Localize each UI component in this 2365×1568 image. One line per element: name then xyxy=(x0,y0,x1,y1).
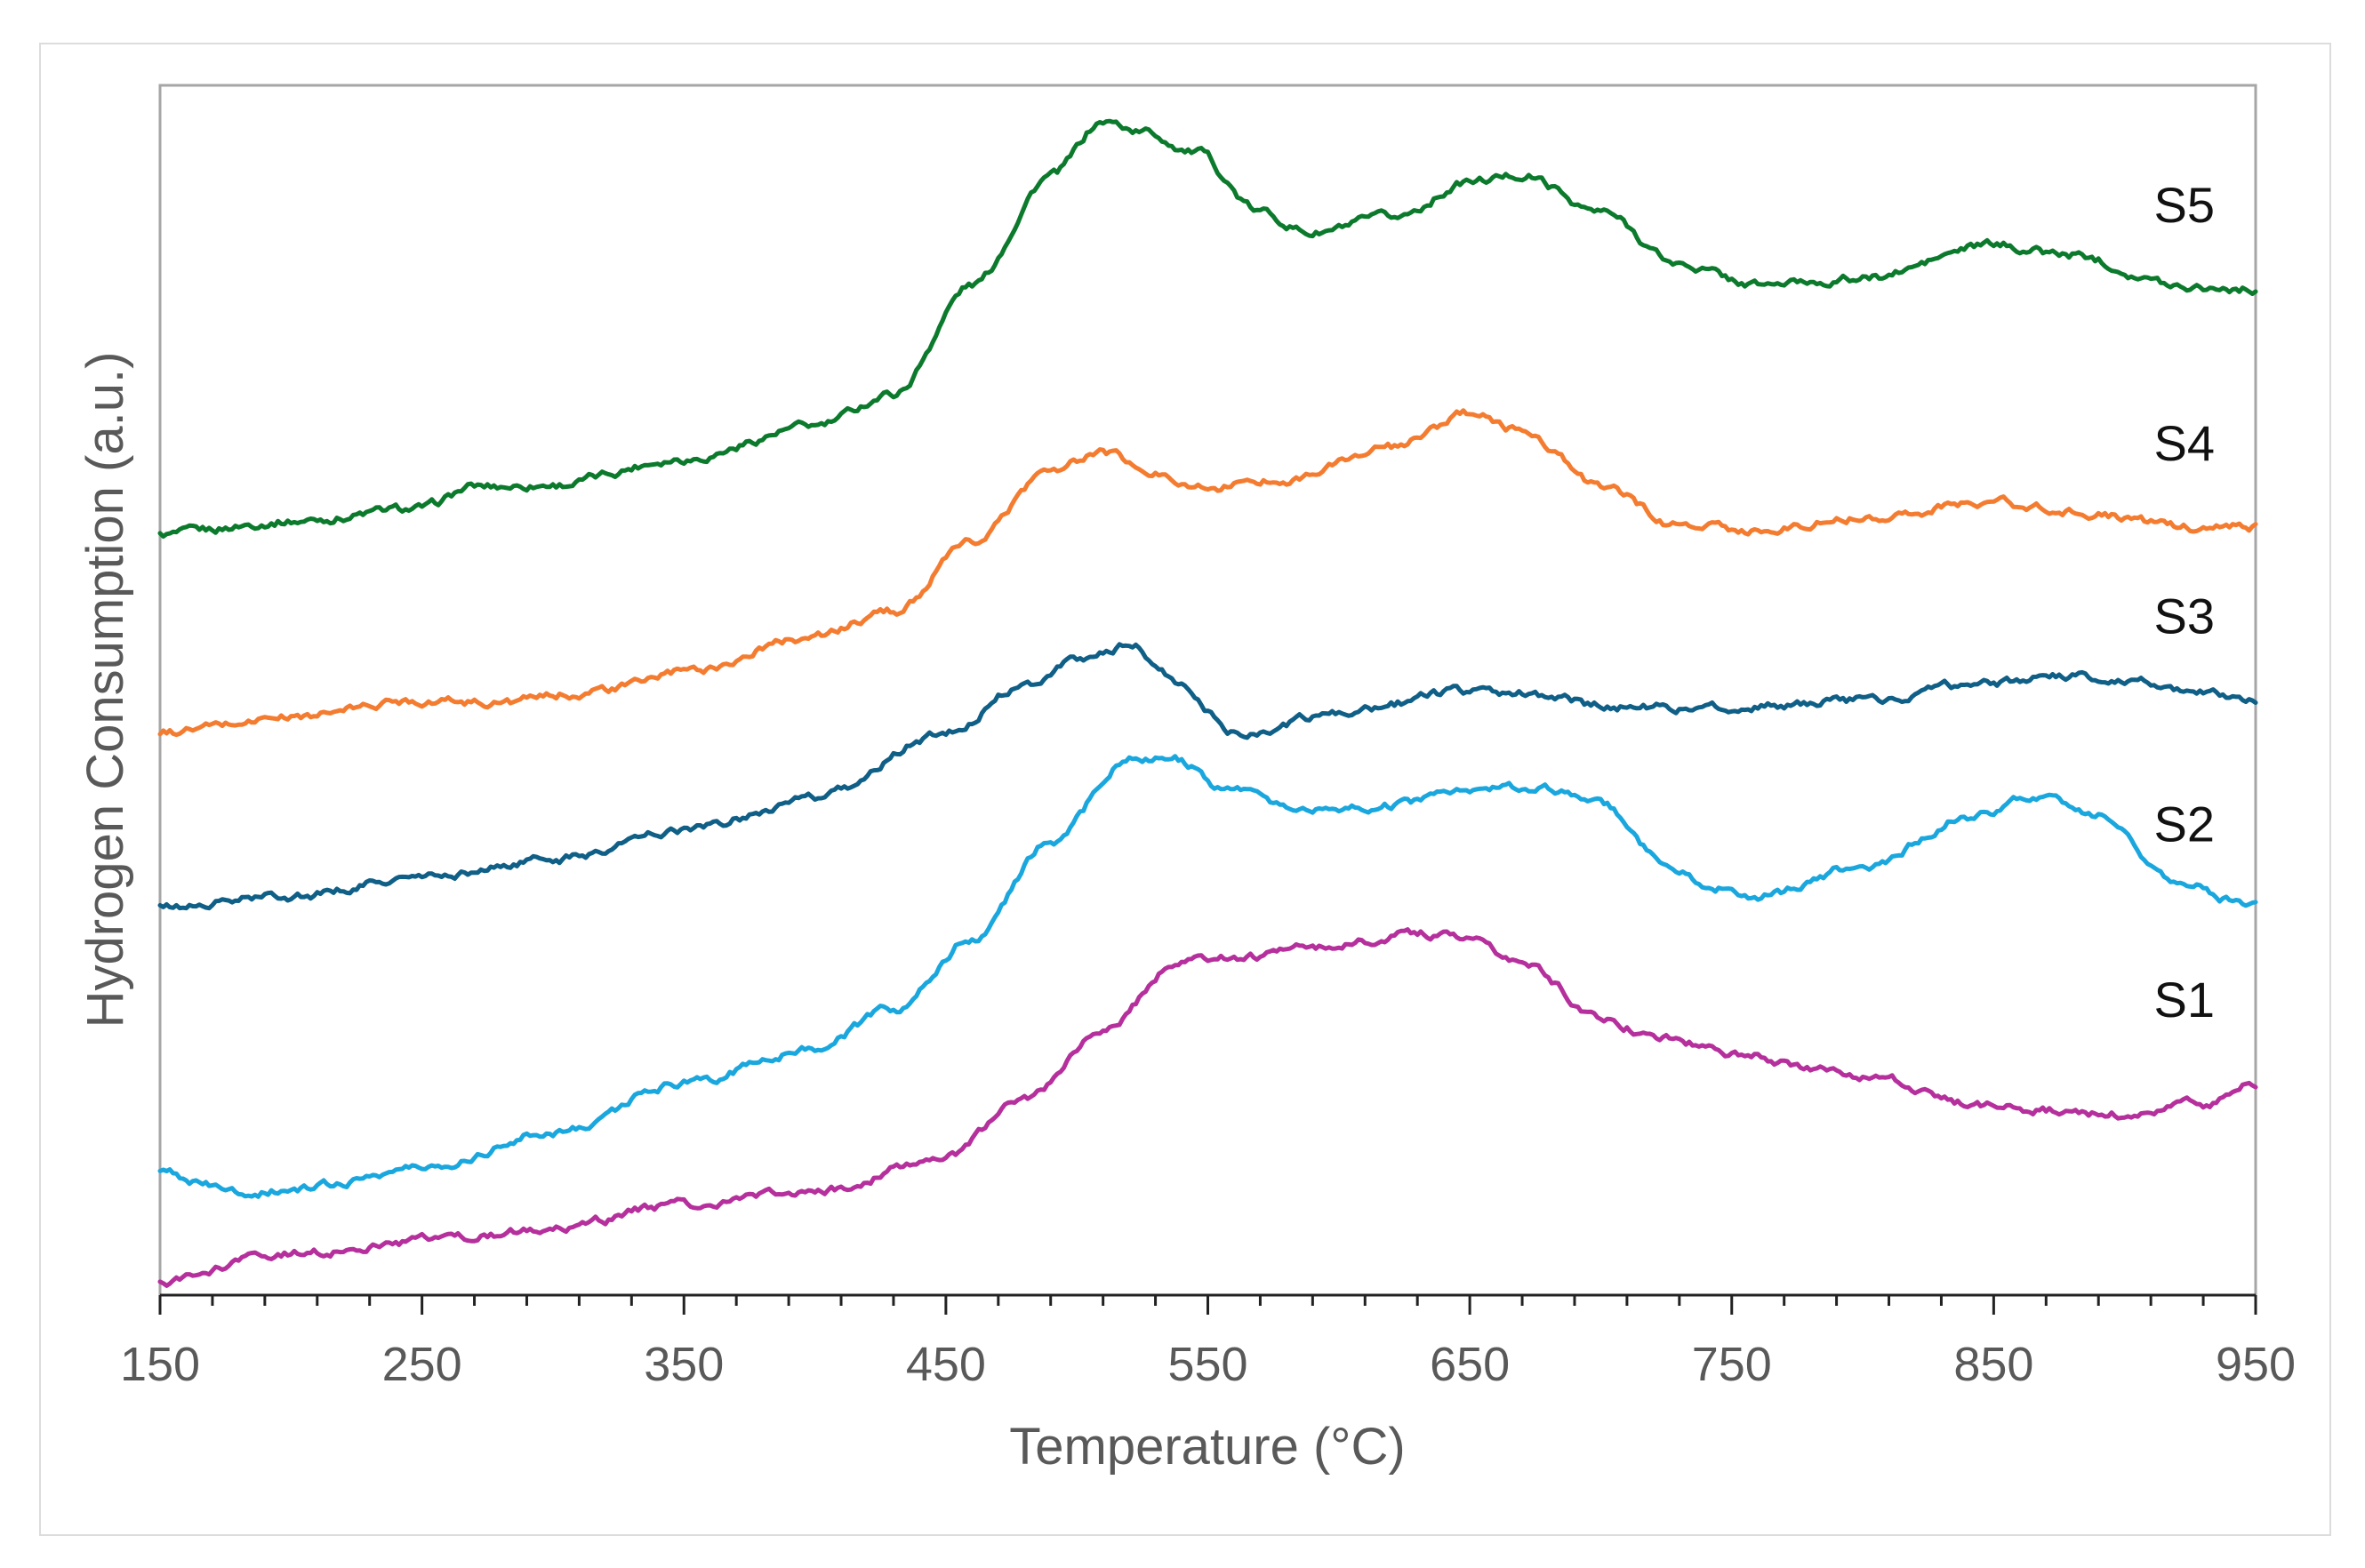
x-tick-label: 750 xyxy=(1692,1338,1772,1391)
series-line-s5 xyxy=(157,118,2258,539)
figure-frame: S5 S4 S3 S2 S1 150 250 350 450 550 650 750 850 950 T… xyxy=(39,43,2331,1536)
series-label-s5: S5 xyxy=(2154,177,2216,233)
x-tick-label: 150 xyxy=(120,1338,200,1391)
x-tick-label: 250 xyxy=(382,1338,462,1391)
plot-area-border xyxy=(158,84,2257,1297)
x-tick-label: 350 xyxy=(644,1338,724,1391)
x-tick-label: 950 xyxy=(2216,1338,2296,1391)
y-axis-title: Hydrogen Consumption (a.u.) xyxy=(76,352,134,1028)
x-tick-label: 850 xyxy=(1953,1338,2033,1391)
x-tick-label: 650 xyxy=(1430,1338,1510,1391)
series-line-s1 xyxy=(157,927,2258,1288)
x-tick-label: 450 xyxy=(906,1338,986,1391)
x-tick-label: 550 xyxy=(1167,1338,1247,1391)
series-label-s4: S4 xyxy=(2154,415,2216,471)
series-label-s3: S3 xyxy=(2154,588,2216,644)
series-label-s1: S1 xyxy=(2154,972,2216,1028)
series-label-s2: S2 xyxy=(2154,796,2216,852)
series-line-s4 xyxy=(157,408,2258,738)
line-chart: S5 S4 S3 S2 S1 150 250 350 450 550 650 750 850 950 T… xyxy=(76,84,2296,1476)
series-line-s3 xyxy=(157,642,2258,911)
x-axis-title: Temperature (°C) xyxy=(1009,1418,1405,1476)
series-line-s2 xyxy=(157,754,2258,1199)
